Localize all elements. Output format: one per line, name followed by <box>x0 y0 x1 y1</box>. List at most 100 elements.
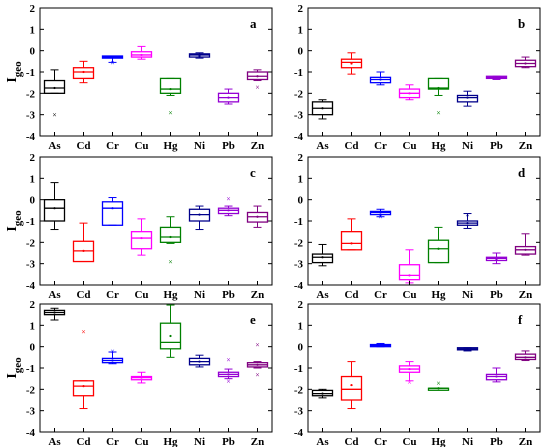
mean-marker <box>198 54 201 58</box>
y-tick-label: 2 <box>30 3 36 15</box>
mean-marker <box>82 70 85 74</box>
y-tick-label: 2 <box>30 299 36 311</box>
y-tick-label: -1 <box>294 67 303 79</box>
panel-letter: b <box>518 16 525 31</box>
mean-marker <box>140 53 143 57</box>
mean-marker <box>53 86 56 90</box>
mean-marker <box>437 387 440 390</box>
y-tick-label: 2 <box>298 3 304 15</box>
box-pb <box>485 252 508 265</box>
outlier-marker: × <box>255 83 260 92</box>
box-hg <box>427 226 450 264</box>
box-as <box>311 243 334 267</box>
box-iqr <box>340 58 363 69</box>
y-tick-label: -3 <box>26 406 36 418</box>
y-tick-label: -4 <box>294 427 304 439</box>
x-tick-label: Ni <box>462 289 473 301</box>
box-cu <box>130 371 153 384</box>
y-tick-label: -2 <box>294 88 304 100</box>
y-tick-label: 1 <box>298 320 304 332</box>
box-hg: × <box>159 77 182 118</box>
x-tick-label: Cu <box>134 140 148 152</box>
y-tick-label: -1 <box>294 363 303 375</box>
mean-marker <box>495 258 498 261</box>
outlier-marker: × <box>226 195 231 204</box>
outlier-marker: × <box>226 377 231 386</box>
y-tick-label: -1 <box>26 363 35 375</box>
outlier-marker: × <box>168 109 173 118</box>
x-tick-label: Hg <box>163 140 178 152</box>
box-hg: × <box>427 77 450 118</box>
y-tick-label: 0 <box>298 195 304 207</box>
mean-marker <box>82 249 85 252</box>
x-tick-label: Pb <box>490 140 503 152</box>
box-cu <box>398 249 421 284</box>
box-cd: × <box>72 328 95 410</box>
y-tick-label: -4 <box>294 280 304 292</box>
mean-marker <box>495 76 498 79</box>
mean-marker <box>466 96 469 99</box>
outlier-marker: × <box>226 355 231 364</box>
x-tick-label: Cr <box>106 289 119 301</box>
y-tick-label: 1 <box>298 24 304 36</box>
y-tick-label: -2 <box>294 237 304 249</box>
mean-marker <box>466 222 469 225</box>
box-cr: × <box>101 55 124 67</box>
box-pb <box>485 367 508 383</box>
y-axis-label-sub: geo <box>12 357 24 373</box>
y-tick-label: 0 <box>30 195 36 207</box>
y-tick-label: -3 <box>294 110 304 122</box>
outlier-marker: × <box>81 328 86 337</box>
mean-marker <box>524 356 527 359</box>
box-ni <box>456 347 479 352</box>
y-axis-label: Igeo <box>5 61 24 83</box>
box-pb: ×× <box>217 355 240 386</box>
x-tick-label: Ni <box>194 140 205 152</box>
y-axis-label-main: I <box>5 77 20 82</box>
y-tick-label: 0 <box>30 46 36 58</box>
box-as <box>311 388 334 399</box>
x-tick-label: Zn <box>519 140 532 152</box>
x-tick-label: Cd <box>76 289 90 301</box>
mean-marker <box>53 311 56 314</box>
x-tick-label: Zn <box>519 436 532 447</box>
mean-marker <box>350 62 353 65</box>
box-cr <box>369 342 392 348</box>
x-tick-label: As <box>48 140 61 152</box>
x-tick-label: Pb <box>490 436 503 447</box>
y-tick-label: 0 <box>30 342 36 354</box>
panel-letter: c <box>250 165 256 180</box>
x-tick-label: Hg <box>163 436 178 447</box>
x-tick-label: Hg <box>431 436 446 447</box>
mean-marker <box>227 373 230 376</box>
x-tick-label: Cr <box>374 140 387 152</box>
y-tick-label: -4 <box>26 131 36 143</box>
x-tick-label: As <box>48 436 61 447</box>
box-iqr <box>72 67 95 80</box>
mean-marker <box>198 213 201 216</box>
y-tick-label: 2 <box>30 152 36 164</box>
box-iqr <box>159 77 182 94</box>
mean-marker <box>437 247 440 250</box>
mean-marker <box>350 383 353 387</box>
x-tick-label: Cr <box>374 289 387 301</box>
mean-marker <box>256 215 259 218</box>
x-tick-label: Cr <box>106 140 119 152</box>
x-tick-label: Cd <box>76 140 90 152</box>
x-tick-label: Cu <box>402 140 416 152</box>
mean-marker <box>408 274 411 277</box>
y-tick-label: -3 <box>294 259 304 271</box>
outlier-marker: × <box>52 111 57 120</box>
y-tick-label: 2 <box>298 152 304 164</box>
mean-marker <box>227 96 230 99</box>
y-axis-label-main: I <box>5 373 20 378</box>
panel-letter: d <box>518 165 526 180</box>
box-zn: × <box>246 69 269 92</box>
mean-marker <box>524 62 527 65</box>
x-tick-label: Cr <box>374 436 387 447</box>
box-cu: × <box>398 361 421 387</box>
box-cd <box>340 52 363 75</box>
mean-marker <box>321 392 324 395</box>
y-tick-label: -2 <box>26 384 36 396</box>
